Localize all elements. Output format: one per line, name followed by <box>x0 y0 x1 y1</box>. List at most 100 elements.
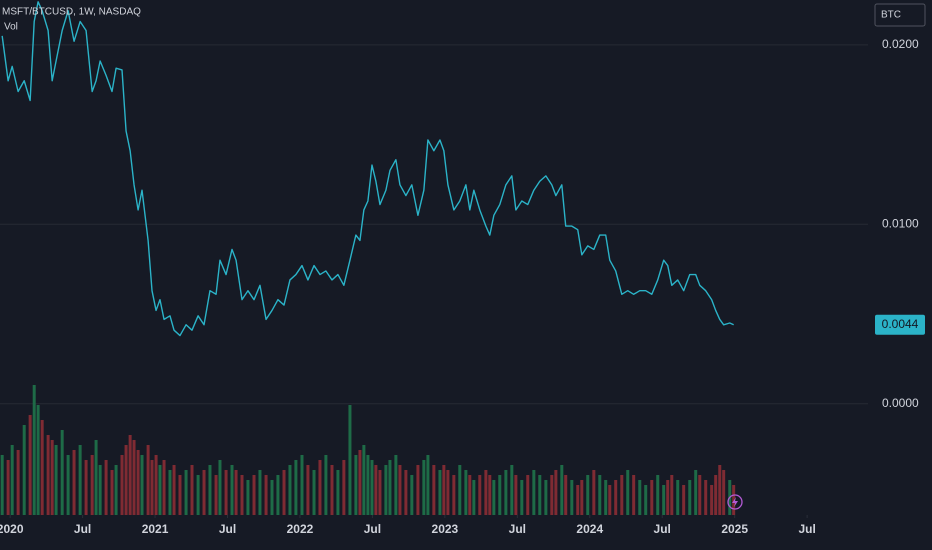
grid <box>0 44 868 405</box>
volume-bar <box>22 425 26 515</box>
volume-bar <box>270 480 274 515</box>
volume-bar <box>468 475 472 515</box>
volume-bar <box>632 475 636 515</box>
volume-bar <box>196 475 200 515</box>
volume-bar <box>218 460 222 515</box>
volume-bar <box>498 475 502 515</box>
volume-bar <box>526 475 530 515</box>
volume-bar <box>318 460 322 515</box>
volume-bar <box>538 475 542 515</box>
volume-bar <box>722 470 726 515</box>
volume-bar <box>348 405 352 515</box>
volume-bar <box>190 465 194 515</box>
currency-button[interactable] <box>874 3 926 27</box>
volume-bar <box>370 460 374 515</box>
volume-bar <box>564 475 568 515</box>
volume-bar <box>442 465 446 515</box>
volume-bar <box>72 450 76 515</box>
volume-bar <box>276 475 280 515</box>
volume-bar <box>570 480 574 515</box>
x-tick-label: 2025 <box>721 522 748 536</box>
volume-bar <box>162 460 166 515</box>
volume-bar <box>592 470 596 515</box>
volume-bar <box>532 470 536 515</box>
volume-bar <box>282 470 286 515</box>
volume-bar <box>464 470 468 515</box>
volume-bar <box>146 445 150 515</box>
volume-bar <box>230 465 234 515</box>
volume-bar <box>432 465 436 515</box>
x-tick-label: 2022 <box>287 522 314 536</box>
volume-bar <box>246 480 250 515</box>
volume-bar <box>714 475 718 515</box>
volume-bar <box>312 470 316 515</box>
volume-bar <box>694 470 698 515</box>
volume-bar <box>384 465 388 515</box>
x-tick-label: Jul <box>654 522 671 536</box>
volume-bar <box>614 480 618 515</box>
volume-bar <box>560 465 564 515</box>
icon-bolt <box>732 497 738 507</box>
volume-pane <box>0 385 736 515</box>
volume-bar <box>438 470 442 515</box>
volume-bar <box>110 470 114 515</box>
volume-bar <box>550 475 554 515</box>
lightning-icon[interactable] <box>727 494 743 510</box>
price-pane <box>1 1 734 337</box>
volume-bar <box>124 445 128 515</box>
volume-bar <box>46 435 50 515</box>
volume-bar <box>294 460 298 515</box>
x-tick-label: Jul <box>219 522 236 536</box>
volume-bar <box>306 465 310 515</box>
volume-bar <box>136 450 140 515</box>
volume-bar <box>576 485 580 515</box>
volume-bar <box>66 455 70 515</box>
x-tick-label: Jul <box>509 522 526 536</box>
x-tick-label: 2021 <box>142 522 169 536</box>
volume-bar <box>0 455 4 515</box>
volume-bar <box>288 465 292 515</box>
volume-bar <box>704 480 708 515</box>
volume-bar <box>710 485 714 515</box>
volume-bar <box>234 470 238 515</box>
volume-bar <box>426 455 430 515</box>
volume-bar <box>650 480 654 515</box>
volume-bar <box>132 440 136 515</box>
volume-bar <box>300 455 304 515</box>
volume-bar <box>330 465 334 515</box>
volume-bar <box>608 485 612 515</box>
volume-bar <box>90 455 94 515</box>
volume-bar <box>184 470 188 515</box>
volume-bar <box>394 455 398 515</box>
volume-bar <box>514 475 518 515</box>
volume-bar <box>324 455 328 515</box>
volume-bar <box>362 445 366 515</box>
volume-bar <box>32 385 36 515</box>
volume-bar <box>688 480 692 515</box>
volume-bar <box>168 470 172 515</box>
volume-bar <box>670 475 674 515</box>
volume-bar <box>410 475 414 515</box>
volume-bar <box>366 455 370 515</box>
volume-bar <box>586 475 590 515</box>
x-tick-label: 2020 <box>0 522 24 536</box>
y-tick-label: 0.0200 <box>882 37 919 51</box>
volume-bar <box>154 455 158 515</box>
volume-bar <box>158 465 162 515</box>
currency-label[interactable]: BTC <box>881 10 901 21</box>
volume-bar <box>626 470 630 515</box>
icon-ring <box>727 494 743 510</box>
volume-bar <box>336 470 340 515</box>
price-line <box>1 1 734 337</box>
volume-bar <box>140 455 144 515</box>
volume-bar <box>488 475 492 515</box>
volume-bar <box>98 465 102 515</box>
volume-bar <box>374 465 378 515</box>
volume-bar <box>240 475 244 515</box>
volume-bar <box>620 475 624 515</box>
volume-bar <box>54 445 58 515</box>
volume-bar <box>358 450 362 515</box>
